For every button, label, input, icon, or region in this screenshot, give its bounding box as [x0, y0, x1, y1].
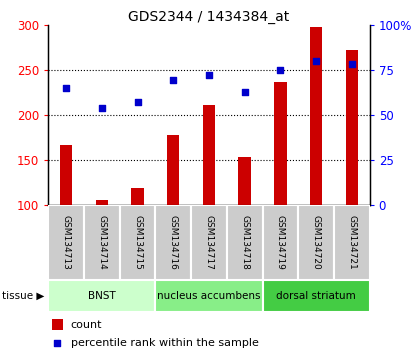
Point: [206, 73, 212, 78]
Bar: [131, 188, 144, 205]
Bar: [203, 105, 215, 205]
Point: [312, 58, 319, 64]
Bar: [155, 280, 262, 312]
Text: GSM134719: GSM134719: [276, 215, 285, 270]
Point: [349, 61, 355, 67]
Text: dorsal striatum: dorsal striatum: [276, 291, 356, 301]
Point: [241, 89, 248, 95]
Point: [170, 77, 177, 83]
Bar: [227, 205, 262, 280]
Bar: [84, 205, 120, 280]
Text: BNST: BNST: [88, 291, 116, 301]
Bar: [48, 280, 155, 312]
Bar: [191, 205, 227, 280]
Text: GSM134721: GSM134721: [347, 215, 356, 270]
Bar: [262, 280, 370, 312]
Point: [287, 259, 294, 265]
Text: nucleus accumbens: nucleus accumbens: [157, 291, 261, 301]
Text: GSM134716: GSM134716: [169, 215, 178, 270]
Bar: [120, 205, 155, 280]
Point: [134, 99, 141, 104]
Bar: [155, 205, 191, 280]
Text: GSM134720: GSM134720: [312, 215, 320, 270]
Title: GDS2344 / 1434384_at: GDS2344 / 1434384_at: [129, 10, 289, 24]
Bar: [274, 82, 286, 205]
Bar: [239, 158, 251, 205]
Bar: [262, 205, 298, 280]
Bar: [298, 205, 334, 280]
Text: count: count: [71, 320, 102, 330]
Bar: [60, 145, 72, 205]
Text: GSM134718: GSM134718: [240, 215, 249, 270]
Bar: [346, 50, 358, 205]
Text: GSM134715: GSM134715: [133, 215, 142, 270]
Point: [277, 67, 284, 73]
Text: percentile rank within the sample: percentile rank within the sample: [71, 338, 259, 348]
Text: GSM134713: GSM134713: [62, 215, 71, 270]
Bar: [96, 200, 108, 205]
Bar: [334, 205, 370, 280]
Bar: [48, 205, 84, 280]
Point: [63, 85, 70, 91]
Bar: [310, 28, 322, 205]
Text: GSM134714: GSM134714: [97, 215, 106, 270]
Text: GSM134717: GSM134717: [205, 215, 213, 270]
Bar: [52, 319, 63, 330]
Point: [98, 105, 105, 111]
Text: tissue ▶: tissue ▶: [2, 291, 45, 301]
Bar: [167, 135, 179, 205]
